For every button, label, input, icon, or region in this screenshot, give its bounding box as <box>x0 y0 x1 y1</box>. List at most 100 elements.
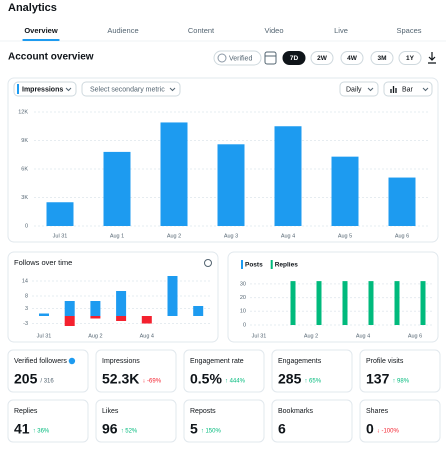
y-tick-label: 20 <box>240 295 246 301</box>
stat-change: ↑ 52% <box>121 429 138 435</box>
download-button[interactable] <box>428 52 436 64</box>
verified-toggle[interactable]: Verified <box>213 50 262 66</box>
calendar-icon <box>264 51 277 65</box>
stat-label: Shares <box>366 408 389 415</box>
bar <box>64 316 75 326</box>
y-tick-label: 0 <box>243 322 246 328</box>
range-label: 2W <box>317 55 328 62</box>
toggle-icon <box>217 53 227 63</box>
stat-change: ↑ 444% <box>225 379 246 385</box>
interval-label: Daily <box>346 86 362 93</box>
page-title: Analytics <box>8 2 57 14</box>
y-tick-label: 12K <box>18 109 28 115</box>
section-title: Account overview <box>8 52 94 63</box>
range-button[interactable] <box>282 51 306 65</box>
bar <box>316 281 322 325</box>
bar <box>217 144 245 226</box>
stat-change: ↑ 65% <box>304 379 321 385</box>
y-tick-label: 6K <box>21 166 28 172</box>
x-tick-label: Jul 31 <box>37 333 52 339</box>
bar <box>331 156 359 226</box>
stat-card <box>359 349 441 393</box>
legend-marker <box>270 260 273 269</box>
bar-icon <box>390 86 397 93</box>
legend-label: Posts <box>245 262 263 269</box>
stat-label: Likes <box>102 408 119 415</box>
bar <box>64 301 75 316</box>
info-icon <box>204 259 212 267</box>
range-button[interactable] <box>310 51 334 65</box>
bar <box>160 122 188 226</box>
stat-card <box>183 399 265 443</box>
secondary-dropdown[interactable]: Select secondary metric <box>81 81 181 97</box>
interval-dropdown[interactable]: Daily <box>339 81 379 97</box>
tab-underline <box>22 39 60 41</box>
posts-card <box>227 251 439 343</box>
follows-title: Follows over time <box>14 258 72 267</box>
stat-card <box>271 399 353 443</box>
bar <box>274 126 302 226</box>
bar <box>116 316 127 321</box>
metric-marker <box>17 84 19 94</box>
y-tick-label: 10 <box>240 309 246 315</box>
download-icon <box>428 52 436 64</box>
style-label: Bar <box>402 86 414 93</box>
x-tick-label: Aug 3 <box>224 233 238 239</box>
stat-total: / 316 <box>40 379 54 385</box>
tab[interactable]: Live <box>334 26 348 35</box>
calendar-button[interactable] <box>264 51 277 65</box>
metric-dropdown[interactable]: Impressions <box>13 81 77 97</box>
bar <box>103 151 131 226</box>
stat-value: 41 <box>14 421 30 437</box>
stat-value: 6 <box>278 421 286 437</box>
stat-label: Engagement rate <box>190 358 244 365</box>
stat-change: ↓ -100% <box>377 429 400 435</box>
dropdown-frame <box>81 81 181 97</box>
stat-label: Engagements <box>278 358 322 365</box>
stat-label: Verified followers <box>14 358 67 365</box>
tab[interactable]: Audience <box>107 26 138 35</box>
bar <box>193 306 204 316</box>
dropdown-frame <box>13 81 77 97</box>
verified-badge <box>68 357 76 365</box>
bar <box>46 202 74 226</box>
x-tick-label: Aug 2 <box>88 333 102 339</box>
y-tick-label: 3 <box>25 306 28 312</box>
x-tick-label: Aug 5 <box>338 233 352 239</box>
range-label: 1Y <box>406 55 415 62</box>
stat-value: 205 <box>14 371 38 387</box>
tab[interactable]: Content <box>188 26 215 35</box>
tab[interactable]: Video <box>264 26 283 35</box>
x-tick-label: Jul 31 <box>53 233 68 239</box>
style-dropdown[interactable]: Bar <box>383 81 433 97</box>
toggle-label: Verified <box>229 55 252 62</box>
bar <box>90 301 101 316</box>
stat-card <box>183 349 265 393</box>
stat-card <box>7 349 89 393</box>
stat-change: ↑ 150% <box>201 429 222 435</box>
tab[interactable]: Overview <box>24 26 58 35</box>
range-label: 4W <box>347 55 358 62</box>
stat-label: Reposts <box>190 408 216 415</box>
tab[interactable]: Spaces <box>396 26 421 35</box>
bar <box>141 316 152 324</box>
legend-marker <box>241 260 243 269</box>
stat-card <box>95 349 177 393</box>
y-tick-label: 3K <box>21 195 28 201</box>
x-tick-label: Aug 4 <box>281 233 295 239</box>
bar <box>167 276 178 316</box>
bar <box>342 281 348 325</box>
follows-card <box>7 251 219 343</box>
stat-card <box>359 399 441 443</box>
x-tick-label: Aug 4 <box>140 333 154 339</box>
range-button[interactable] <box>340 51 364 65</box>
x-tick-label: Jul 31 <box>252 333 267 339</box>
range-label: 3M <box>377 55 386 62</box>
x-tick-label: Aug 4 <box>356 333 370 339</box>
stat-change: ↑ 36% <box>33 429 50 435</box>
bar <box>90 316 101 319</box>
range-button[interactable] <box>398 51 422 65</box>
range-button[interactable] <box>370 51 394 65</box>
stat-change: ↑ 98% <box>392 379 409 385</box>
